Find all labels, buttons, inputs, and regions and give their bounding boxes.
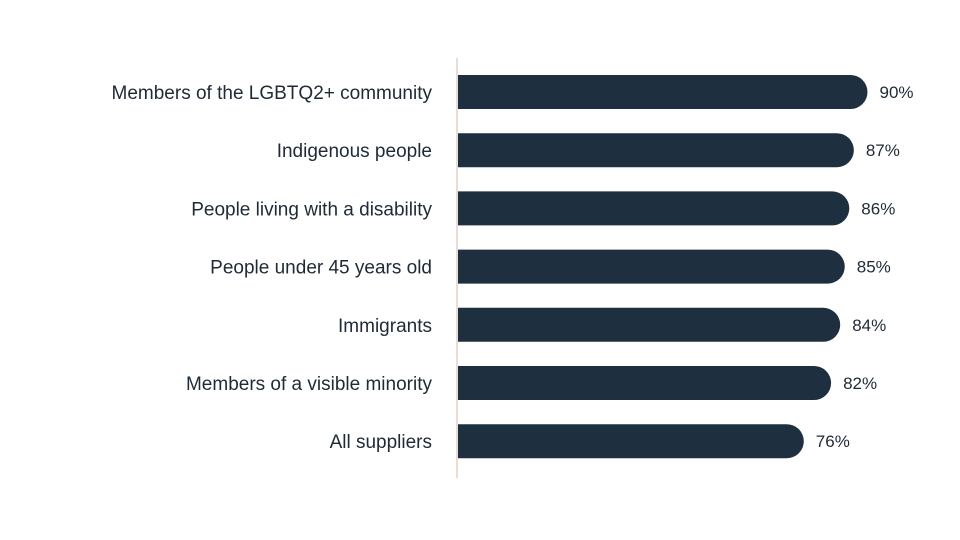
value-labels-group: 90% 87% 86% 85% 84% 82% 76%: [816, 83, 914, 451]
category-labels-group: Members of the LGBTQ2+ community Indigeno…: [112, 83, 433, 453]
value-label: 87%: [866, 141, 900, 160]
value-label: 86%: [861, 199, 895, 218]
category-label: People living with a disability: [191, 199, 432, 220]
bar-4: [458, 249, 845, 284]
category-label: All suppliers: [330, 432, 432, 453]
bar-6: [458, 366, 832, 400]
category-label: People under 45 years old: [210, 258, 432, 279]
value-label: 82%: [843, 374, 877, 393]
bar-2: [458, 133, 854, 168]
value-label: 90%: [880, 83, 914, 102]
value-label: 84%: [852, 316, 886, 335]
value-label: 76%: [816, 432, 850, 451]
bar-1: [458, 75, 868, 109]
bar-3: [458, 191, 850, 226]
bar-5: [458, 307, 841, 342]
bar-7: [458, 424, 804, 459]
category-label: Members of the LGBTQ2+ community: [112, 83, 433, 104]
category-label: Immigrants: [338, 316, 432, 337]
value-label: 85%: [857, 258, 891, 277]
category-label: Indigenous people: [277, 141, 432, 162]
bars-group: [458, 75, 868, 459]
category-label: Members of a visible minority: [186, 374, 433, 395]
